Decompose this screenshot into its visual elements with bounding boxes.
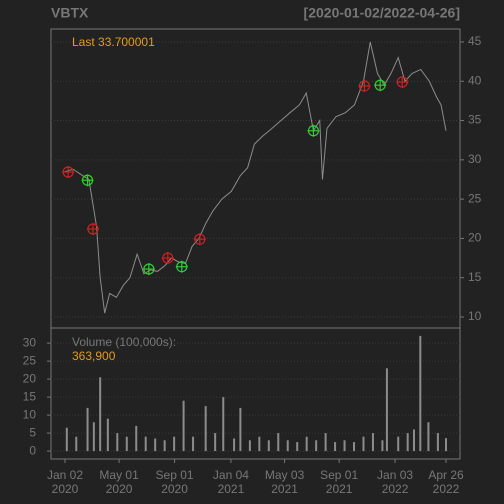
volume-bar: [436, 433, 439, 452]
x-tick-label: Apr 26: [428, 468, 464, 482]
y-tick-label: 30: [468, 152, 482, 166]
volume-bar: [324, 433, 327, 452]
volume-label: Volume (100,000s):: [72, 335, 176, 349]
volume-bar: [86, 407, 89, 452]
signal-marker: [62, 166, 75, 179]
volume-bar: [154, 438, 157, 452]
x-tick-label: 2020: [52, 482, 79, 496]
volume-bar: [192, 436, 195, 452]
signal-marker: [358, 79, 371, 92]
volume-bar: [286, 440, 289, 452]
volume-bar: [362, 436, 365, 452]
y-tick-label: 5: [29, 425, 36, 439]
volume-bar: [419, 335, 422, 452]
volume-bar: [163, 440, 166, 452]
y-tick-label: 40: [468, 73, 482, 87]
volume-bar: [173, 436, 176, 452]
signal-marker: [396, 76, 409, 89]
volume-bar: [214, 433, 217, 452]
y-tick-label: 20: [468, 231, 482, 245]
last-price: Last 33.700001: [72, 35, 155, 49]
x-tick-label: 2022: [433, 482, 460, 496]
volume-bar: [353, 442, 356, 452]
x-tick-label: 2021: [218, 482, 245, 496]
volume-bar: [92, 422, 95, 452]
volume-bar: [385, 368, 388, 452]
volume-bar: [135, 425, 138, 452]
signal-marker: [86, 222, 99, 235]
y-tick-label: 15: [23, 389, 37, 403]
volume-bar: [99, 377, 102, 452]
volume-bar: [204, 406, 207, 452]
volume-bar: [296, 442, 299, 452]
y-tick-label: 25: [23, 353, 37, 367]
y-tick-label: 15: [468, 270, 482, 284]
signal-marker: [142, 263, 155, 276]
volume-bar: [412, 429, 415, 452]
x-tick-label: Jan 04: [213, 468, 249, 482]
volume-bar: [343, 440, 346, 452]
volume-bar: [116, 433, 119, 452]
signal-marker: [374, 79, 387, 92]
x-tick-label: May 01: [99, 468, 139, 482]
volume-bar: [397, 436, 400, 452]
volume-bar: [222, 397, 225, 452]
y-tick-label: 0: [29, 443, 36, 457]
volume-last: 363,900: [72, 349, 116, 363]
y-tick-label: 20: [23, 371, 37, 385]
volume-bar: [277, 433, 280, 452]
signal-marker: [175, 260, 188, 273]
signal-marker: [161, 252, 174, 265]
volume-bar: [248, 440, 251, 452]
signal-marker: [193, 233, 206, 246]
volume-bar: [427, 422, 430, 452]
y-tick-label: 10: [23, 407, 37, 421]
volume-bar: [233, 438, 236, 452]
volume-bar: [182, 400, 185, 452]
volume-bar: [334, 442, 337, 452]
panel: [50, 327, 461, 460]
x-tick-label: 2022: [382, 482, 409, 496]
x-tick-label: Sep 01: [156, 468, 194, 482]
signal-marker: [81, 174, 94, 187]
y-tick-label: 35: [468, 113, 482, 127]
x-tick-label: Sep 01: [320, 468, 358, 482]
volume-bar: [258, 436, 261, 452]
volume-bar: [381, 440, 384, 452]
y-tick-label: 30: [23, 335, 37, 349]
volume-bar: [406, 433, 409, 452]
volume-bar: [267, 440, 270, 452]
panel: [50, 28, 461, 329]
chart-title: VBTX: [51, 5, 89, 21]
volume-bar: [305, 436, 308, 452]
x-tick-label: Jan 02: [47, 468, 83, 482]
volume-bar: [125, 436, 128, 452]
x-tick-label: 2020: [106, 482, 133, 496]
y-tick-label: 25: [468, 191, 482, 205]
signal-marker: [307, 124, 320, 137]
x-tick-label: 2020: [161, 482, 188, 496]
volume-bar: [106, 418, 109, 452]
volume-bar: [75, 436, 78, 452]
x-tick-label: 2021: [271, 482, 298, 496]
volume-bar: [315, 440, 318, 452]
volume-bar: [239, 407, 242, 452]
x-tick-label: May 03: [265, 468, 305, 482]
volume-bar: [445, 438, 447, 452]
volume-bar: [144, 436, 147, 452]
volume-bar: [371, 433, 374, 452]
x-tick-label: Jan 03: [377, 468, 413, 482]
y-tick-label: 45: [468, 34, 482, 48]
date-range: [2020-01-02/2022-04-26]: [304, 5, 460, 21]
y-tick-label: 10: [468, 309, 482, 323]
volume-bar: [65, 427, 68, 452]
x-tick-label: 2021: [326, 482, 353, 496]
